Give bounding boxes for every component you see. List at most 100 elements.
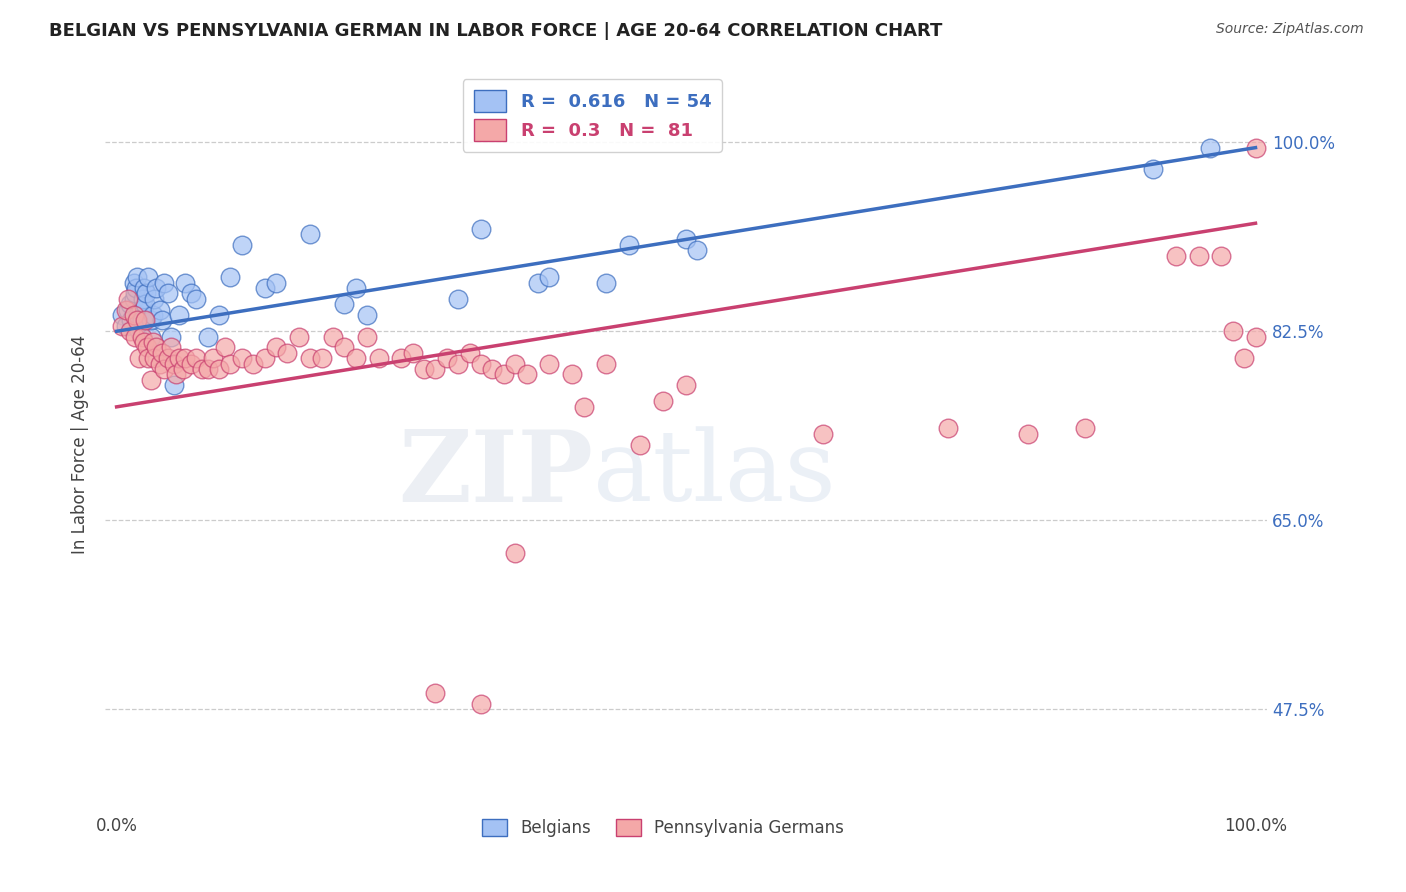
Point [186,351,208,366]
Point [153,276,176,290]
Point [299,227,322,241]
Point [447,357,470,371]
Point [208,308,231,322]
Point [1211,249,1233,263]
Point [219,357,242,371]
Point [128,351,150,366]
Point [132,281,155,295]
Point [208,362,231,376]
Point [447,292,470,306]
Point [231,351,253,366]
Point [132,292,155,306]
Text: BELGIAN VS PENNSYLVANIA GERMAN IN LABOR FORCE | AGE 20-64 CORRELATION CHART: BELGIAN VS PENNSYLVANIA GERMAN IN LABOR … [49,22,942,40]
Point [617,237,640,252]
Point [129,302,152,317]
Point [202,351,225,366]
Point [117,292,139,306]
Point [142,308,165,322]
Point [124,329,146,343]
Point [162,357,184,371]
Point [162,378,184,392]
Point [1233,351,1256,366]
Point [134,313,156,327]
Point [120,297,142,311]
Point [165,368,187,382]
Point [595,357,617,371]
Point [149,302,172,317]
Point [299,351,322,366]
Point [1142,162,1164,177]
Point [149,357,172,371]
Point [322,329,344,343]
Point [356,308,378,322]
Point [425,686,447,700]
Point [253,281,276,295]
Point [139,373,162,387]
Point [197,329,219,343]
Point [561,368,583,382]
Point [402,346,425,360]
Point [503,357,526,371]
Point [333,297,356,311]
Point [413,362,436,376]
Point [180,357,202,371]
Point [127,270,149,285]
Point [127,308,149,322]
Point [538,270,561,285]
Point [122,276,145,290]
Point [150,313,173,327]
Point [134,297,156,311]
Point [122,308,145,322]
Point [1073,421,1095,435]
Point [128,324,150,338]
Text: ZIP: ZIP [398,425,593,523]
Point [356,329,378,343]
Point [1017,426,1039,441]
Point [120,313,142,327]
Point [333,341,356,355]
Point [1222,324,1244,338]
Point [425,362,447,376]
Point [214,341,236,355]
Point [470,357,492,371]
Point [344,281,367,295]
Point [132,334,155,349]
Point [675,232,697,246]
Point [114,318,136,333]
Point [142,334,165,349]
Point [1244,329,1267,343]
Point [167,351,190,366]
Point [436,351,458,366]
Point [139,313,162,327]
Point [503,546,526,560]
Point [675,378,697,392]
Point [174,276,197,290]
Legend: Belgians, Pennsylvania Germans: Belgians, Pennsylvania Germans [475,813,851,844]
Point [264,341,287,355]
Point [114,302,136,317]
Point [288,329,311,343]
Point [143,292,166,306]
Point [122,292,145,306]
Point [470,697,492,711]
Point [516,368,538,382]
Point [124,286,146,301]
Point [186,292,208,306]
Point [242,357,264,371]
Point [156,286,179,301]
Point [120,324,142,338]
Point [481,362,503,376]
Point [492,368,515,382]
Point [127,313,149,327]
Point [311,351,333,366]
Point [1164,249,1187,263]
Point [458,346,481,360]
Point [172,362,194,376]
Point [253,351,276,366]
Point [197,362,219,376]
Point [276,346,298,360]
Point [538,357,561,371]
Point [470,221,492,235]
Point [111,308,134,322]
Point [145,341,167,355]
